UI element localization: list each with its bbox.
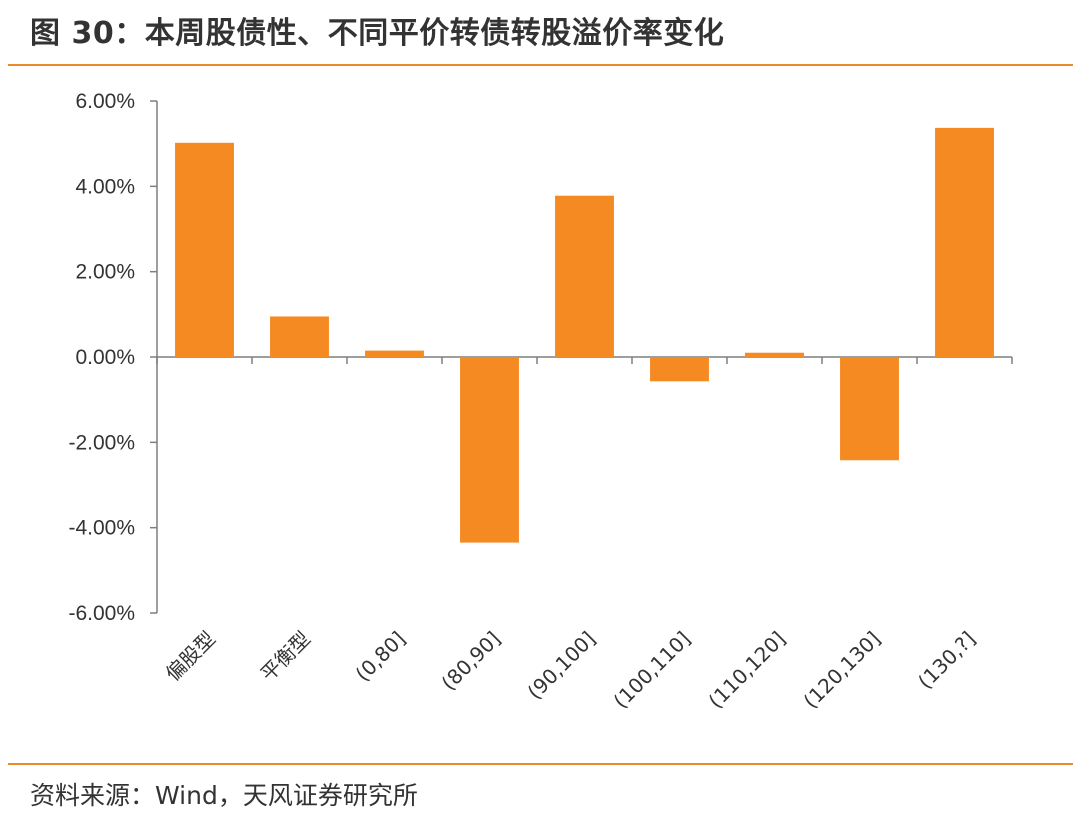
y-tick-label: -6.00%: [68, 602, 135, 625]
bar-4: [555, 195, 614, 357]
x-category-label: (0,80]: [351, 627, 410, 686]
x-category-label: (130,?]: [913, 627, 980, 694]
bar-3: [460, 357, 519, 543]
bar-8: [935, 127, 994, 357]
x-category-label: (90,100]: [523, 627, 600, 704]
x-category-label: (100,110]: [609, 627, 695, 713]
bar-2: [365, 350, 424, 357]
y-tick-label: 4.00%: [75, 175, 135, 198]
x-category-label: (80,90]: [437, 627, 506, 696]
bar-1: [270, 316, 329, 357]
footer-divider: [8, 763, 1073, 765]
x-category-label: (110,120]: [704, 627, 790, 713]
chart-title: 图 30：本周股债性、不同平价转债转股溢价率变化: [30, 16, 725, 51]
y-tick-label: 0.00%: [75, 346, 135, 369]
x-category-label: 平衡型: [256, 627, 315, 686]
y-tick-label: -2.00%: [68, 431, 135, 454]
bar-6: [745, 352, 804, 357]
y-tick-label: -4.00%: [68, 517, 135, 540]
y-tick-label: 2.00%: [75, 261, 135, 284]
y-tick-label: 6.00%: [75, 90, 135, 113]
x-category-label: 偏股型: [161, 627, 220, 686]
title-divider: [8, 64, 1073, 66]
source-note: 资料来源：Wind，天风证券研究所: [30, 781, 418, 810]
bar-7: [840, 357, 899, 461]
bar-0: [175, 142, 234, 357]
bar-5: [650, 357, 709, 382]
x-category-label: (120,130]: [799, 627, 885, 713]
bar-chart: 6.00% 4.00% 2.00% 0.00% -2.00% -4.00% -6.00% 偏股…: [68, 90, 1013, 713]
